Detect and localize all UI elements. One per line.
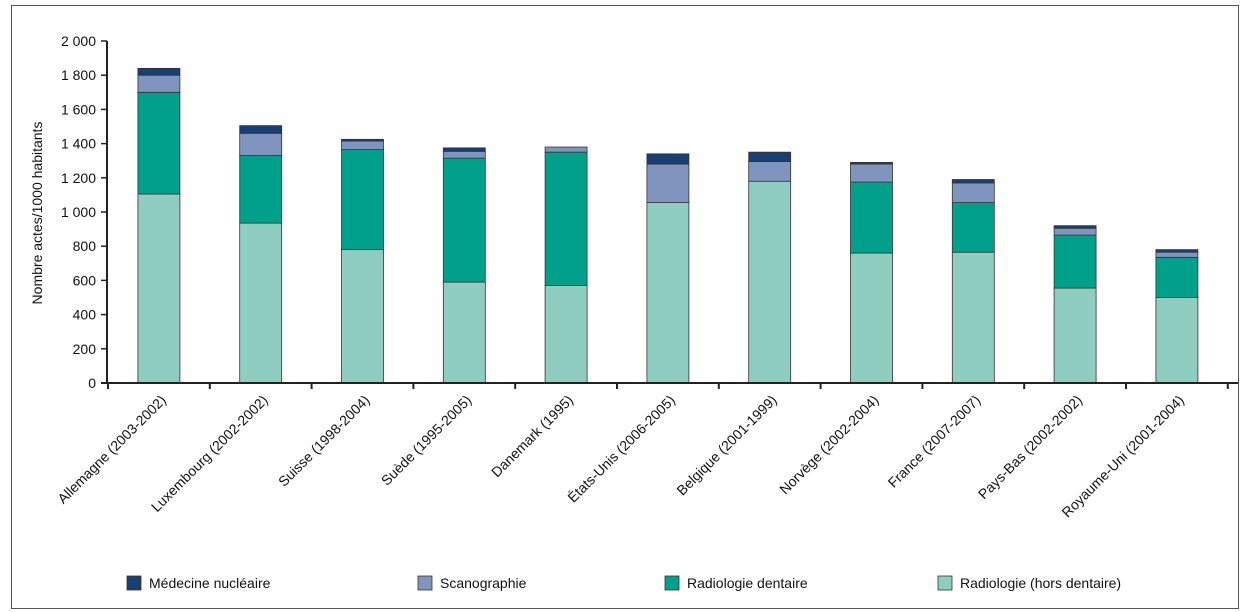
legend-label: Scanographie — [440, 575, 527, 591]
legend-swatch — [937, 575, 953, 591]
bar-segment — [1053, 227, 1097, 236]
bar-segment — [341, 140, 384, 150]
bar-segment — [1053, 225, 1097, 229]
y-tick-label: 800 — [73, 238, 97, 254]
legend-label: Radiologie dentaire — [687, 575, 808, 591]
bar-segment — [544, 146, 588, 153]
bar-segment — [1155, 249, 1199, 253]
bar-segment — [646, 163, 690, 203]
bar-segment — [341, 249, 384, 384]
bar-segment — [442, 150, 486, 159]
x-tick-label: Pays-Bas (2002-2002) — [975, 392, 1085, 502]
plot-area: 0 200 400 600 800 1 000 1 200 1 400 1 600 1 800 2 … — [54, 33, 1238, 520]
bar-segment — [137, 67, 181, 76]
bar-segment — [850, 162, 893, 165]
legend-swatch — [126, 575, 142, 591]
bar-segment — [951, 251, 995, 384]
bar-segment — [748, 180, 792, 384]
bar-segment — [951, 202, 995, 253]
bar-segment — [239, 132, 283, 156]
bar-segment — [544, 285, 588, 384]
bar-segment — [341, 149, 384, 251]
y-tick-label: 1 400 — [61, 136, 96, 152]
bar-segment — [544, 151, 588, 286]
bar-segment — [1053, 234, 1097, 289]
y-tick-label: 600 — [73, 272, 97, 288]
legend-swatch — [664, 575, 680, 591]
bar-segment — [646, 153, 690, 165]
legend: Médecine nucléaire Scanographie Radiologie… — [126, 575, 1121, 591]
bar-segment — [239, 222, 283, 384]
bar-segment — [442, 157, 486, 283]
x-tick-label: Danemark (1995) — [488, 392, 576, 480]
bar-segment — [748, 161, 792, 182]
bar-segment — [748, 151, 792, 162]
bar-segment — [137, 91, 181, 195]
y-tick-label: 1 000 — [61, 204, 96, 220]
bar-segment — [850, 252, 893, 384]
x-tick-label: Norvège (2002-2004) — [776, 392, 881, 497]
chart-frame — [11, 5, 1239, 609]
bar-segment — [1155, 256, 1199, 298]
legend-swatch — [417, 575, 433, 591]
y-tick-label: 0 — [88, 375, 96, 391]
bar-segment — [137, 193, 181, 384]
bar-segment — [951, 182, 995, 203]
bar-segment — [137, 74, 181, 93]
y-tick-label: 1 800 — [61, 67, 96, 83]
bar-segment — [1155, 251, 1199, 258]
x-tick-label: France (2007-2007) — [885, 392, 984, 491]
y-tick-label: 1 600 — [61, 101, 96, 117]
y-tick-label: 2 000 — [61, 33, 96, 49]
y-tick-label: 200 — [73, 341, 97, 357]
bar-segment — [442, 147, 486, 152]
bar-segment — [850, 163, 893, 183]
bar-segment — [951, 179, 995, 184]
x-tick-label: Royaume-Uni (2001-2004) — [1058, 392, 1187, 521]
bar-segment — [850, 181, 893, 254]
bar-segment — [442, 281, 486, 384]
bar-segment — [1053, 287, 1097, 384]
x-tick-label: Allemagne (2003-2002) — [54, 392, 169, 507]
bar-segment — [239, 155, 283, 224]
legend-label: Radiologie (hors dentaire) — [960, 575, 1121, 591]
y-axis-title: Nombre actes/1000 habitants — [29, 122, 45, 305]
bar-segment — [646, 202, 690, 384]
bar-segment — [1155, 297, 1199, 384]
y-tick-label: 400 — [73, 307, 97, 323]
x-tick-label: États-Unis (2006-2005) — [564, 392, 678, 506]
bar-segment — [239, 125, 283, 134]
x-tick-label: Luxembourg (2002-2002) — [148, 392, 271, 515]
x-tick-label: Suisse (1998-2004) — [275, 392, 373, 490]
y-tick-label: 1 200 — [61, 170, 96, 186]
x-tick-label: Belgique (2001-1999) — [673, 392, 780, 499]
legend-label: Médecine nucléaire — [149, 575, 271, 591]
bar-segment — [341, 138, 384, 142]
x-tick-label: Suède (1995-2005) — [378, 392, 475, 489]
